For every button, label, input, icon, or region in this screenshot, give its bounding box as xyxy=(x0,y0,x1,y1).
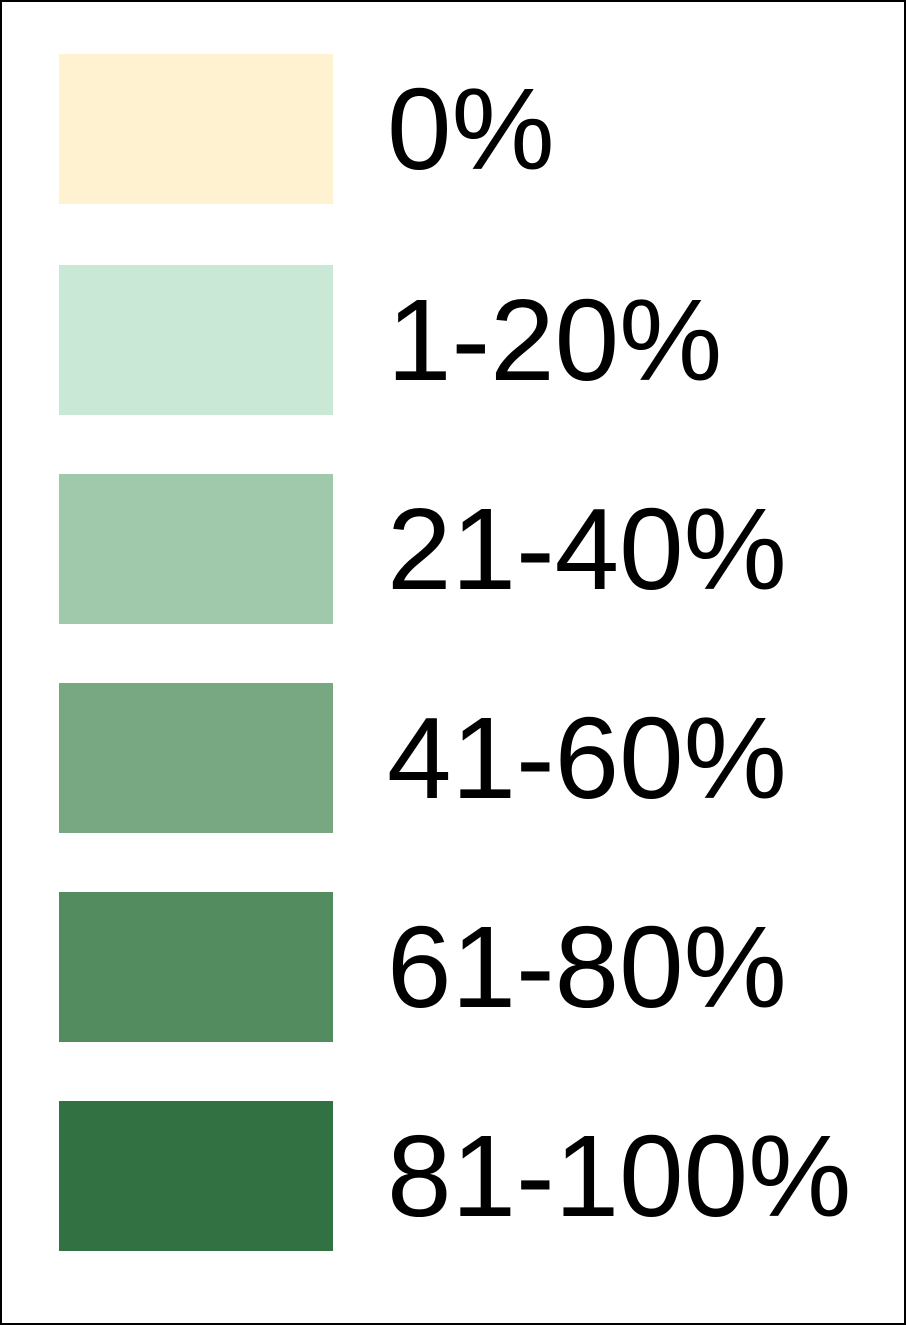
legend-label: 61-80% xyxy=(387,902,787,1032)
legend-label: 21-40% xyxy=(387,484,787,614)
legend-item-0: 0% xyxy=(2,54,902,206)
legend-swatch xyxy=(59,683,333,833)
legend-swatch xyxy=(59,1101,333,1251)
legend-label: 0% xyxy=(387,64,555,194)
legend-label: 41-60% xyxy=(387,693,787,823)
legend-swatch xyxy=(59,474,333,624)
legend-swatch xyxy=(59,892,333,1042)
legend-label: 1-20% xyxy=(387,275,723,405)
legend-item-4: 61-80% xyxy=(2,892,902,1044)
legend-item-2: 21-40% xyxy=(2,474,902,626)
legend-item-5: 81-100% xyxy=(2,1101,902,1253)
legend-swatch xyxy=(59,265,333,415)
legend-item-3: 41-60% xyxy=(2,683,902,835)
legend-label: 81-100% xyxy=(387,1111,852,1241)
legend-item-1: 1-20% xyxy=(2,265,902,417)
legend-swatch xyxy=(59,54,333,204)
